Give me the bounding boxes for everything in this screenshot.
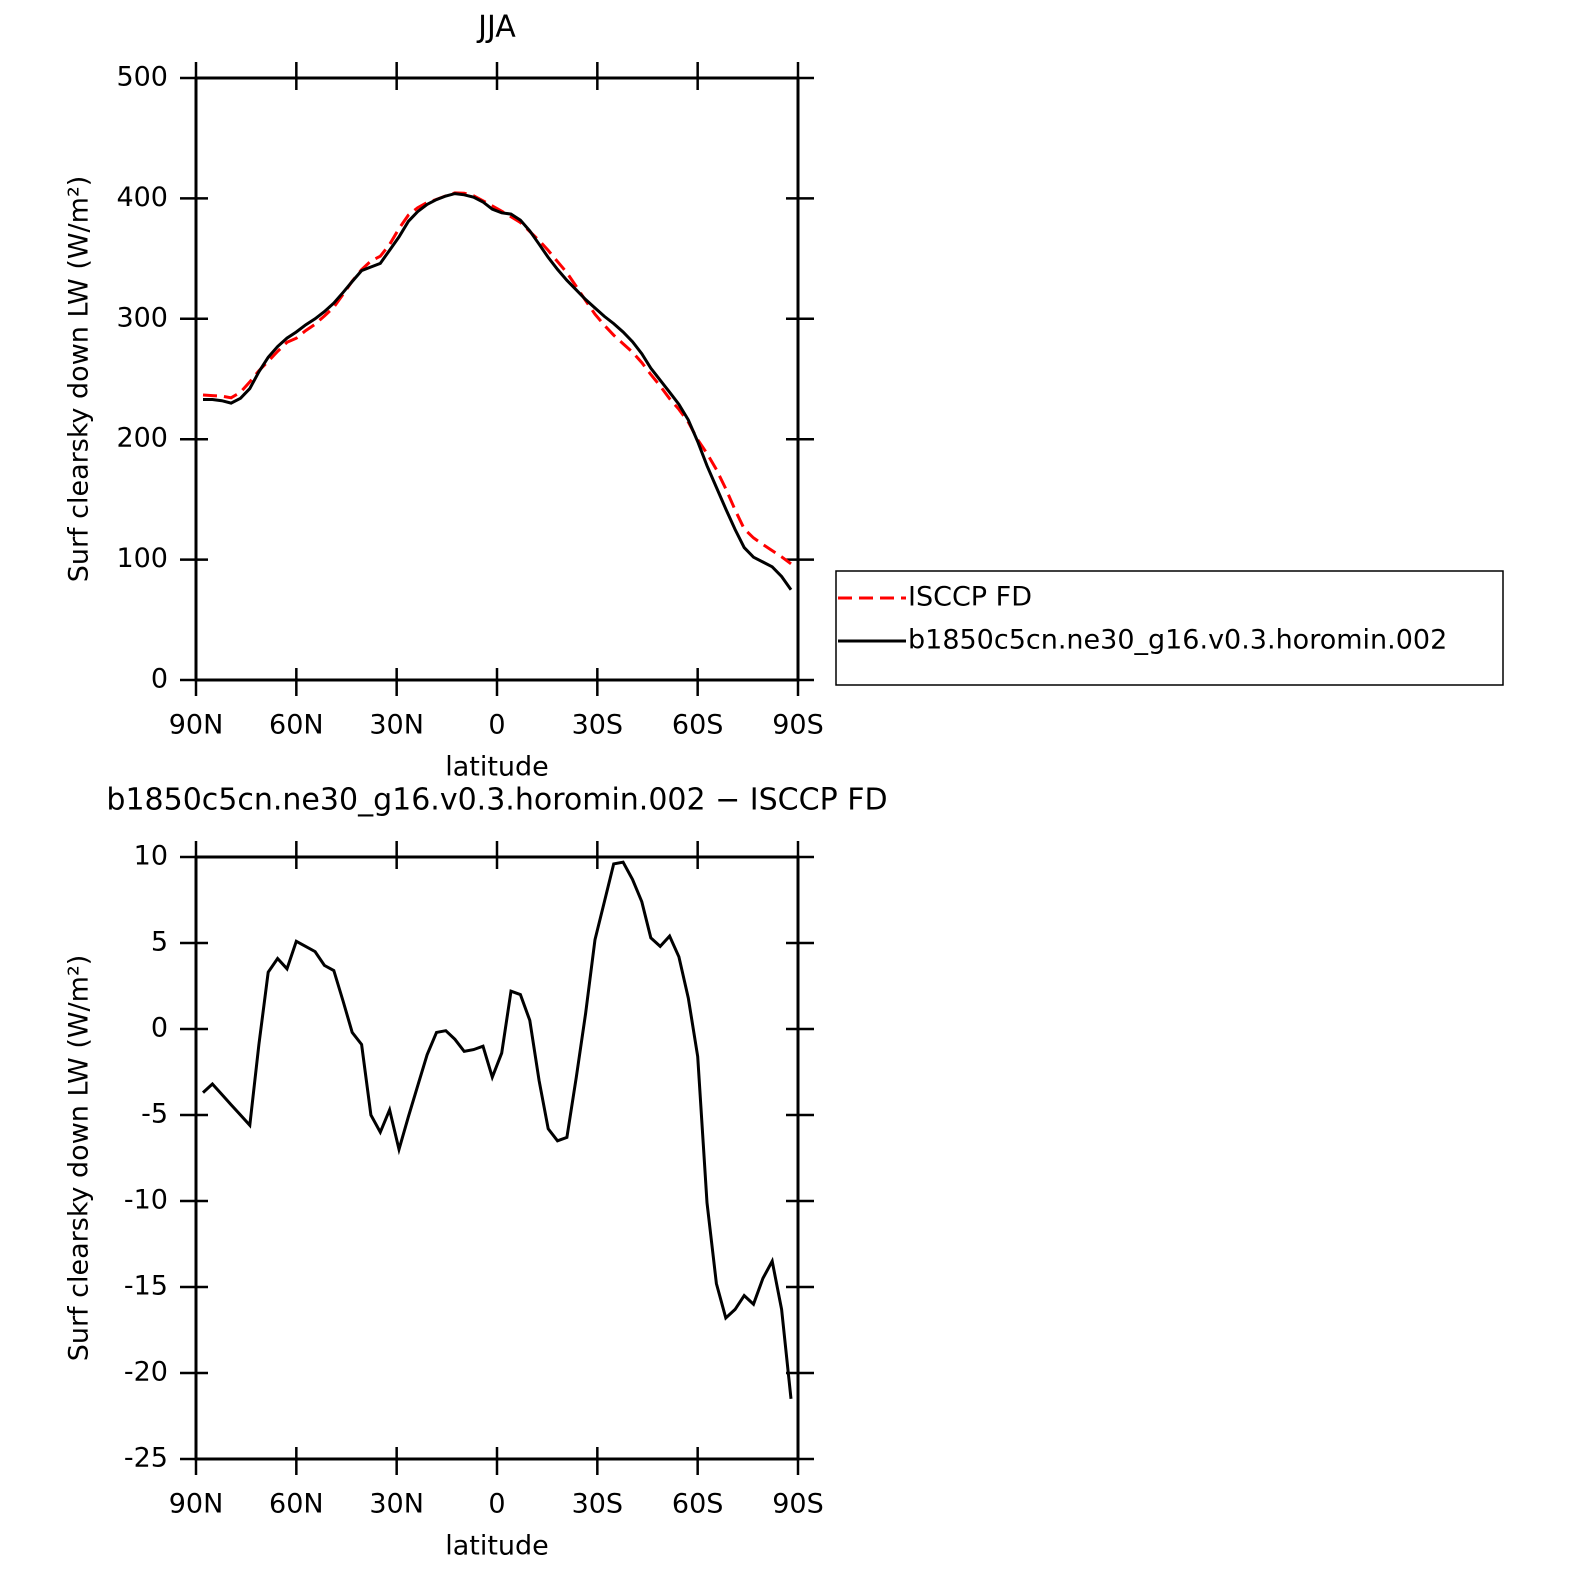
x-tick-label: 0 [488, 710, 505, 741]
y-tick-label: -15 [124, 1271, 168, 1302]
chart-title: b1850c5cn.ne30_g16.v0.3.horomin.002 − IS… [106, 783, 887, 818]
x-tick-label: 90S [772, 1489, 824, 1520]
y-axis-label: Surf clearsky down LW (W/m²) [64, 955, 95, 1362]
x-tick-label: 30N [369, 710, 424, 741]
x-tick-label: 60S [672, 1489, 724, 1520]
data-line [203, 192, 793, 591]
y-tick-label: 500 [116, 62, 168, 93]
legend-label: b1850c5cn.ne30_g16.v0.3.horomin.002 [908, 625, 1447, 656]
legend-label: ISCCP FD [908, 582, 1032, 613]
y-tick-label: 5 [151, 927, 168, 958]
y-tick-label: 0 [151, 1013, 168, 1044]
x-tick-label: 60S [672, 710, 724, 741]
x-tick-label: 90N [169, 710, 224, 741]
y-tick-label: -5 [141, 1099, 168, 1130]
x-tick-label: 30N [369, 1489, 424, 1520]
y-tick-label: 100 [116, 543, 168, 574]
x-tick-label: 90N [169, 1489, 224, 1520]
chart-title: JJA [476, 10, 516, 45]
legend-box [835, 570, 1504, 686]
y-axis-label: Surf clearsky down LW (W/m²) [64, 176, 95, 583]
y-tick-label: 400 [116, 182, 168, 213]
y-tick-label: -20 [124, 1357, 168, 1388]
x-tick-label: 30S [572, 710, 624, 741]
data-line [202, 191, 792, 566]
plot-frame [194, 855, 800, 1461]
x-axis-label: latitude [445, 752, 549, 783]
x-tick-label: 0 [488, 1489, 505, 1520]
y-tick-label: 200 [116, 423, 168, 454]
y-tick-label: -25 [124, 1443, 168, 1474]
y-tick-label: -10 [124, 1185, 168, 1216]
x-tick-label: 60N [269, 710, 324, 741]
x-axis-label: latitude [445, 1531, 549, 1562]
y-tick-label: 300 [116, 302, 168, 333]
data-line [201, 860, 793, 1399]
x-tick-label: 90S [772, 710, 824, 741]
y-tick-label: 10 [134, 841, 168, 872]
y-tick-label: 0 [151, 664, 168, 695]
legend: ISCCP FD b1850c5cn.ne30_g16.v0.3.horomin.… [835, 570, 1504, 686]
x-tick-label: 30S [572, 1489, 624, 1520]
plot-frame [194, 76, 800, 682]
x-tick-label: 60N [269, 1489, 324, 1520]
